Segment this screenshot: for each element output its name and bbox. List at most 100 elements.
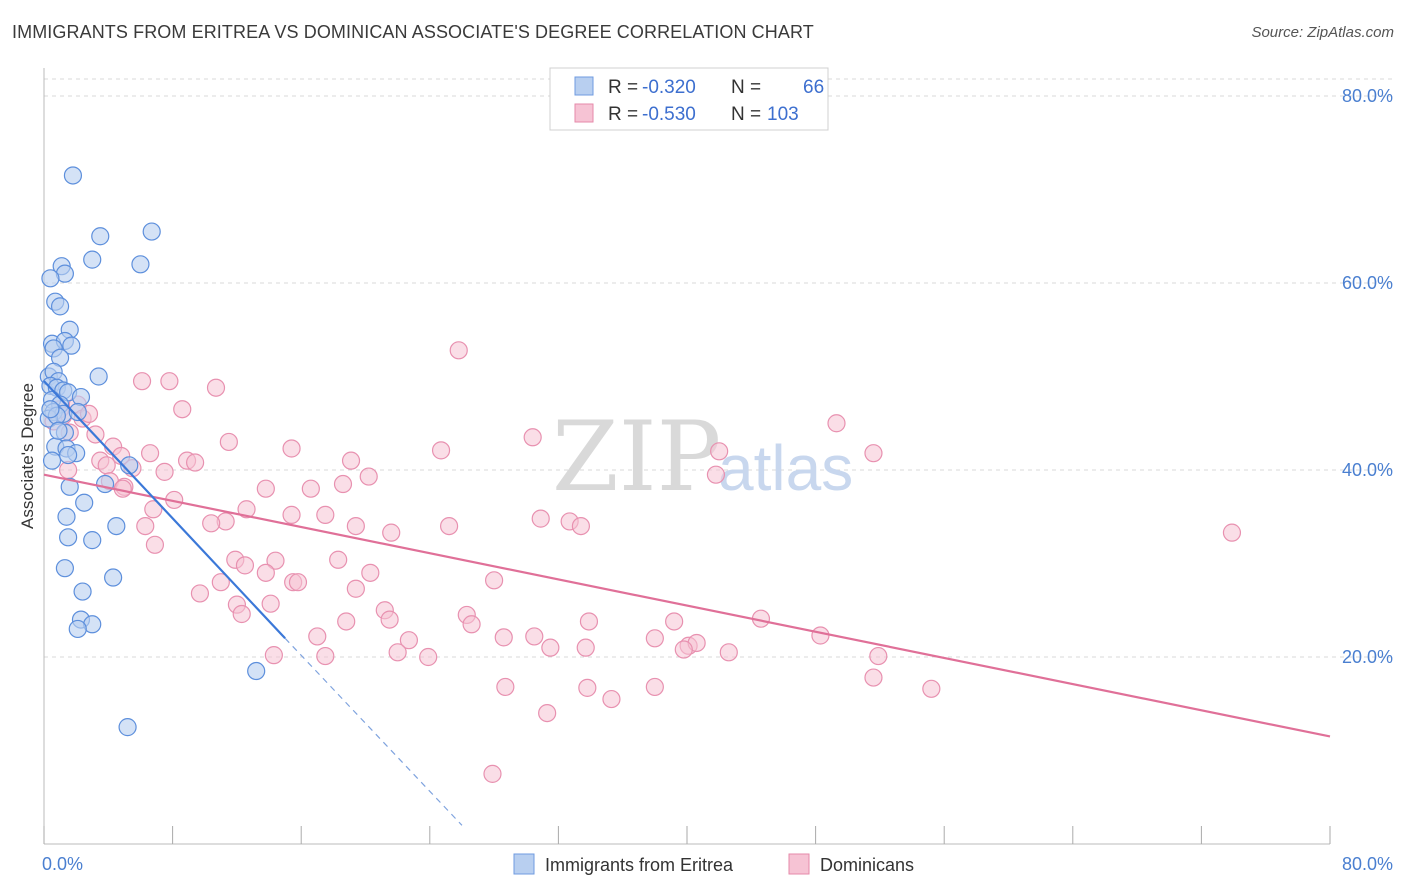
legend-r-label-2: R = bbox=[608, 104, 638, 125]
x-tick-label-0: 0.0% bbox=[42, 854, 83, 874]
eritrea-point-7 bbox=[41, 269, 60, 288]
dominicans-point-87 bbox=[719, 643, 738, 662]
dominicans-point-84 bbox=[541, 638, 560, 657]
y-tick-label-3: 80.0% bbox=[1342, 86, 1393, 106]
dominicans-point-65 bbox=[261, 594, 280, 613]
dominicans-point-43 bbox=[531, 509, 550, 528]
dominicans-point-1 bbox=[132, 372, 152, 391]
eritrea-point-29 bbox=[68, 402, 87, 422]
dominicans-point-42 bbox=[202, 514, 221, 533]
eritrea-point-45 bbox=[59, 528, 78, 547]
dominicans-point-88 bbox=[264, 646, 283, 665]
dominicans-point-79 bbox=[645, 629, 664, 648]
eritrea-trend-line bbox=[43, 380, 286, 640]
dominicans-point-97 bbox=[602, 689, 621, 709]
eritrea-point-48 bbox=[73, 582, 92, 601]
dominicans-point-77 bbox=[494, 628, 513, 647]
dominicans-point-95 bbox=[645, 677, 664, 697]
legend-n-value-1: 66 bbox=[803, 77, 824, 98]
y-tick-label-2: 60.0% bbox=[1342, 273, 1393, 293]
eritrea-point-13 bbox=[62, 336, 81, 355]
dominicans-point-61 bbox=[288, 573, 308, 592]
dominicans-point-86 bbox=[674, 640, 693, 659]
dominicans-point-54 bbox=[329, 550, 348, 569]
chart-source: Source: ZipAtlas.com bbox=[1251, 24, 1394, 41]
eritrea-point-47 bbox=[104, 568, 123, 587]
eritrea-point-55 bbox=[49, 421, 68, 440]
dominicans-points bbox=[44, 341, 1242, 783]
eritrea-point-16 bbox=[89, 367, 108, 386]
dominicans-point-3 bbox=[206, 378, 226, 397]
dominicans-point-78 bbox=[525, 627, 544, 646]
dominicans-point-17 bbox=[710, 442, 729, 461]
dominicans-point-46 bbox=[136, 516, 155, 536]
dominicans-point-94 bbox=[578, 678, 597, 697]
dominicans-point-51 bbox=[145, 535, 165, 554]
dominicans-point-24 bbox=[97, 456, 116, 475]
eritrea-point-51 bbox=[68, 619, 87, 639]
dominicans-point-2 bbox=[160, 372, 179, 391]
dominicans-point-45 bbox=[571, 516, 591, 536]
dominicans-point-47 bbox=[346, 516, 365, 536]
dominicans-point-34 bbox=[301, 479, 320, 498]
eritrea-point-24 bbox=[71, 387, 91, 407]
dominicans-point-55 bbox=[235, 556, 255, 575]
legend-n-value-2: 103 bbox=[767, 104, 799, 125]
series-legend: Immigrants from Eritrea Dominicans bbox=[513, 853, 914, 875]
eritrea-point-4 bbox=[131, 255, 150, 274]
dominicans-point-66 bbox=[232, 604, 251, 624]
eritrea-point-39 bbox=[95, 474, 115, 494]
dominicans-point-48 bbox=[439, 516, 459, 536]
legend-r-label-1: R = bbox=[608, 77, 638, 98]
dominicans-point-93 bbox=[496, 677, 515, 697]
dominicans-point-33 bbox=[256, 479, 275, 498]
dominicans-point-28 bbox=[359, 467, 378, 486]
dominicans-point-71 bbox=[462, 615, 481, 634]
y-tick-label-1: 40.0% bbox=[1342, 460, 1393, 480]
stats-legend: R = -0.320 N = 66 R = -0.530 N = 103 bbox=[549, 67, 829, 131]
trend-lines bbox=[43, 380, 1331, 826]
eritrea-points bbox=[39, 166, 266, 737]
dominicans-point-5 bbox=[827, 414, 846, 433]
dominicans-point-73 bbox=[665, 612, 684, 631]
axes bbox=[43, 68, 1331, 845]
dominicans-point-99 bbox=[483, 764, 502, 783]
dominicans-point-38 bbox=[237, 500, 256, 519]
dominicans-point-12 bbox=[219, 432, 238, 452]
dominicans-point-16 bbox=[431, 441, 451, 460]
legend-swatch-eritrea bbox=[574, 76, 594, 96]
dominicans-point-90 bbox=[419, 647, 438, 667]
dominicans-point-83 bbox=[388, 643, 407, 662]
dominicans-point-92 bbox=[864, 668, 883, 687]
dominicans-point-91 bbox=[869, 646, 888, 666]
dominicans-point-53 bbox=[266, 551, 285, 570]
dominicans-point-85 bbox=[576, 638, 595, 657]
dominicans-point-76 bbox=[399, 631, 419, 650]
bottom-legend-label-eritrea: Immigrants from Eritrea bbox=[545, 855, 734, 875]
dominicans-point-82 bbox=[811, 626, 830, 645]
y-axis-label: Associate's Degree bbox=[18, 383, 37, 529]
dominicans-point-35 bbox=[333, 474, 353, 494]
eritrea-point-42 bbox=[57, 507, 76, 526]
dominicans-point-58 bbox=[485, 571, 504, 590]
dominicans-point-89 bbox=[316, 646, 335, 666]
watermark: ZIP atlas bbox=[552, 401, 853, 513]
eritrea-trend-extension bbox=[284, 637, 463, 826]
dominicans-point-23 bbox=[341, 451, 361, 470]
watermark-zip: ZIP bbox=[552, 401, 721, 513]
dominicans-point-39 bbox=[282, 505, 301, 524]
x-tick-labels: 0.0% 80.0% bbox=[42, 854, 1393, 874]
dominicans-point-13 bbox=[523, 428, 542, 447]
dominicans-point-57 bbox=[361, 563, 380, 582]
dominicans-point-18 bbox=[864, 444, 883, 463]
eritrea-point-3 bbox=[83, 250, 102, 269]
eritrea-point-44 bbox=[83, 531, 102, 550]
dominicans-point-96 bbox=[922, 679, 941, 698]
eritrea-point-0 bbox=[63, 166, 83, 185]
dominicans-point-70 bbox=[337, 612, 356, 631]
legend-n-label-1: N = bbox=[731, 77, 761, 98]
dominicans-trend-line bbox=[43, 473, 1331, 738]
dominicans-point-63 bbox=[190, 584, 210, 603]
eritrea-point-52 bbox=[247, 661, 266, 681]
